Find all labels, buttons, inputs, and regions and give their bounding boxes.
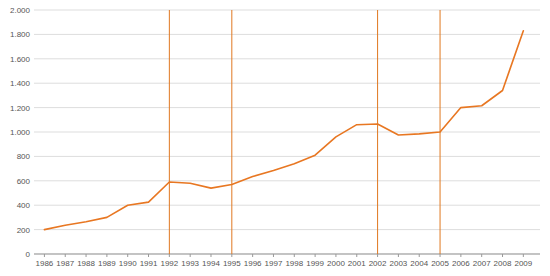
y-tick-label: 600	[17, 177, 31, 186]
y-tick-label: 2.000	[10, 6, 31, 15]
y-tick-label: 800	[17, 152, 31, 161]
x-tick-label: 2000	[327, 259, 345, 268]
x-tick-label: 1988	[77, 259, 95, 268]
x-tick-label: 1998	[285, 259, 303, 268]
line	[44, 31, 523, 230]
y-tick-label: 0	[26, 250, 31, 259]
x-tick	[523, 254, 524, 257]
grid-line	[34, 180, 540, 181]
y-tick-label: 1.400	[10, 79, 31, 88]
grid-line	[34, 83, 540, 84]
grid-line	[34, 229, 540, 230]
x-tick	[127, 254, 128, 257]
x-tick	[106, 254, 107, 257]
y-tick-label: 200	[17, 226, 31, 235]
x-tick-label: 2005	[431, 259, 449, 268]
vertical-line	[440, 10, 441, 254]
y-grid	[34, 10, 540, 254]
x-tick	[294, 254, 295, 257]
x-tick-label: 2002	[369, 259, 387, 268]
x-tick	[190, 254, 191, 257]
x-tick-label: 2008	[494, 259, 512, 268]
x-tick-label: 1993	[181, 259, 199, 268]
x-tick-label: 2004	[410, 259, 428, 268]
x-tick	[231, 254, 232, 257]
x-tick-label: 1994	[202, 259, 220, 268]
x-tick	[481, 254, 482, 257]
y-tick-label: 1.200	[10, 104, 31, 113]
grid-line	[34, 34, 540, 35]
x-tick	[377, 254, 378, 257]
x-tick	[169, 254, 170, 257]
x-tick-label: 2001	[348, 259, 366, 268]
x-tick-label: 2006	[452, 259, 470, 268]
x-tick-label: 2007	[473, 259, 491, 268]
x-tick	[502, 254, 503, 257]
x-tick-label: 1987	[56, 259, 74, 268]
x-tick	[86, 254, 87, 257]
vertical-line	[231, 10, 232, 254]
y-tick-label: 1.600	[10, 55, 31, 64]
y-tick-label: 400	[17, 201, 31, 210]
x-tick-label: 1991	[140, 259, 158, 268]
x-tick-label: 1989	[98, 259, 116, 268]
x-tick	[440, 254, 441, 257]
grid-line	[34, 10, 540, 11]
x-tick-label: 2009	[514, 259, 532, 268]
grid-line	[34, 132, 540, 133]
x-tick	[460, 254, 461, 257]
plot-area	[44, 10, 523, 254]
vertical-line	[169, 10, 170, 254]
grid-line	[34, 156, 540, 157]
x-tick-label: 1996	[244, 259, 262, 268]
x-tick	[356, 254, 357, 257]
x-tick-label: 1990	[119, 259, 137, 268]
x-tick	[335, 254, 336, 257]
y-tick-label: 1.800	[10, 30, 31, 39]
x-tick-label: 2003	[390, 259, 408, 268]
vertical-line	[377, 10, 378, 254]
x-tick	[398, 254, 399, 257]
x-tick	[65, 254, 66, 257]
grid-line	[34, 58, 540, 59]
x-tick	[44, 254, 45, 257]
x-axis: 1986198719881989199019911992199319941995…	[36, 254, 533, 268]
x-tick-label: 1995	[223, 259, 241, 268]
x-tick	[252, 254, 253, 257]
x-tick-label: 1992	[160, 259, 178, 268]
x-tick	[315, 254, 316, 257]
x-axis-line	[34, 254, 540, 255]
grid-line	[34, 254, 540, 255]
y-tick-label: 1.000	[10, 128, 31, 137]
x-tick	[210, 254, 211, 257]
x-tick	[148, 254, 149, 257]
x-tick-label: 1997	[265, 259, 283, 268]
x-tick-label: 1999	[306, 259, 324, 268]
grid-line	[34, 205, 540, 206]
x-tick	[273, 254, 274, 257]
chart: 0 200 400 600 800 1.000 1.200 1.400 1.600 1.800 2.…	[0, 0, 550, 276]
x-tick-label: 1986	[36, 259, 54, 268]
x-tick	[419, 254, 420, 257]
